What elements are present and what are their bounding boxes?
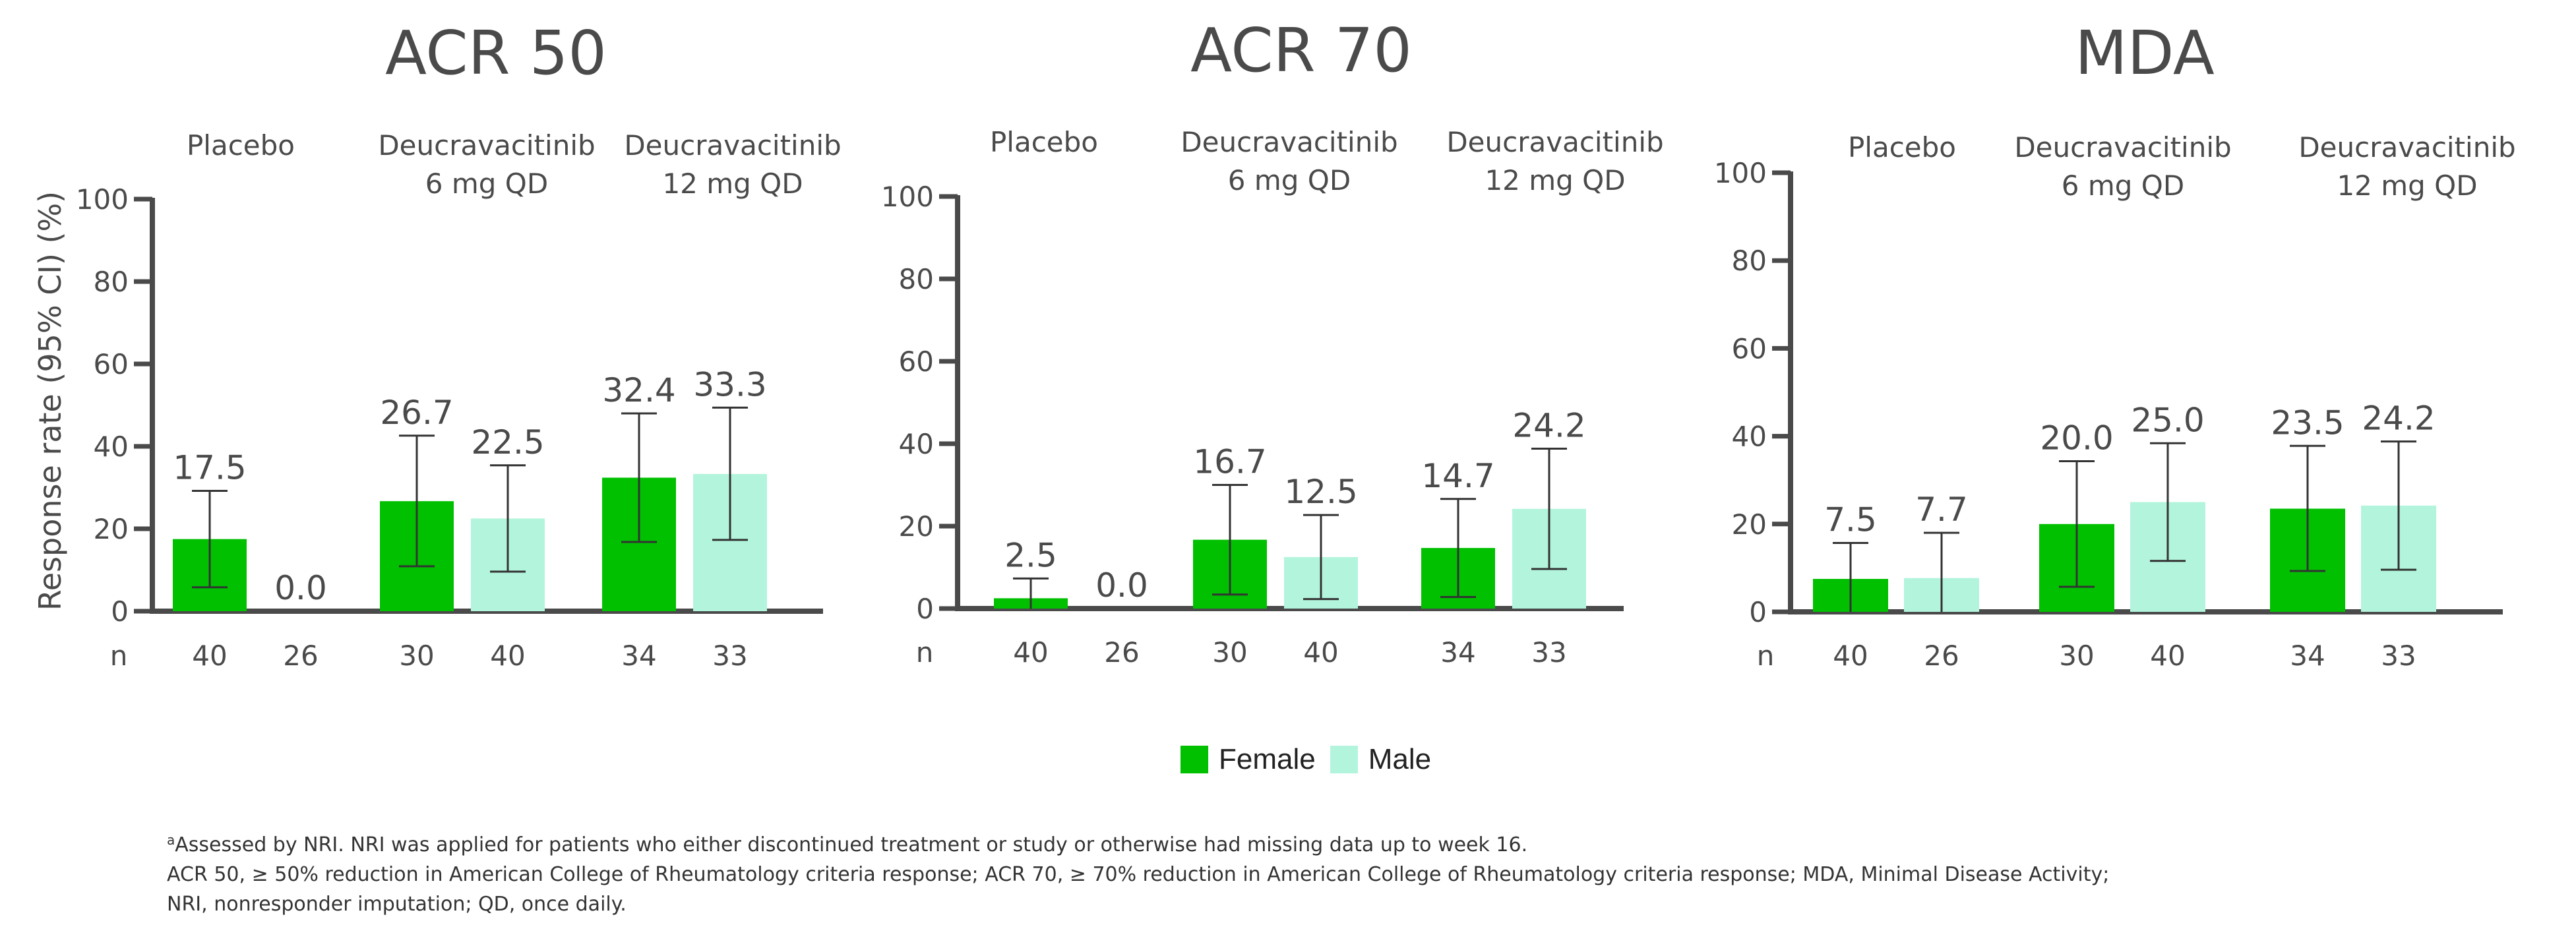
panel-3-data-label-female-1: 7.5 (1824, 500, 1877, 539)
panel-2-n-value-male-3: 33 (1531, 636, 1566, 669)
panel-1-data-label-male-1: 0.0 (274, 569, 327, 607)
panel-2-data-label-female-3: 14.7 (1421, 457, 1494, 495)
panel-2-y-tick-label-80: 80 (899, 263, 934, 295)
panel-2-y-tick-label-100: 100 (881, 181, 934, 213)
panel-2-group-label-3-line-2: 12 mg QD (1485, 164, 1625, 196)
panel-3-data-label-male-1: 7.7 (1915, 491, 1968, 529)
panel-3-y-tick-label-20: 20 (1732, 508, 1767, 541)
panel-1-n-value-male-3: 33 (712, 640, 747, 672)
panel-1-n-value-female-1: 40 (192, 640, 227, 672)
panel-2-y-tick-label-20: 20 (899, 510, 934, 543)
footnote-superscript: a (167, 832, 175, 848)
legend-swatch-male (1330, 746, 1358, 773)
panel-2-data-label-male-1: 0.0 (1095, 566, 1148, 605)
panel-2-group-label-2-line-1: Deucravacitinib (1181, 126, 1397, 158)
panel-1-chart-title: ACR 50 (385, 18, 607, 88)
y-axis-label: Response rate (95% CI) (%) (32, 191, 68, 611)
panel-3-n-value-male-3: 33 (2381, 640, 2416, 672)
panel-3-n-value-female-3: 34 (2290, 640, 2325, 672)
panel-1-data-label-female-1: 17.5 (173, 449, 246, 487)
panel-1-n-value-female-2: 30 (399, 640, 434, 672)
panel-1-n-value-male-2: 40 (490, 640, 525, 672)
panel-3-n-value-female-1: 40 (1833, 640, 1868, 672)
panel-3-data-label-male-3: 24.2 (2362, 400, 2435, 438)
panel-1-n-value-male-1: 26 (283, 640, 318, 672)
panel-2-y-tick-label-0: 0 (916, 593, 934, 625)
panel-1-data-label-female-2: 26.7 (380, 394, 453, 432)
panel-2-n-value-female-1: 40 (1013, 636, 1048, 669)
panel-2-group-label-1-line-1: Placebo (990, 126, 1098, 158)
panel-1-n-label: n (110, 640, 128, 672)
panel-3-data-label-male-2: 25.0 (2131, 401, 2204, 439)
panel-1-y-tick-label-20: 20 (94, 513, 129, 545)
legend-label-female: Female (1219, 743, 1316, 775)
panel-3-y-tick-label-80: 80 (1732, 245, 1767, 277)
panel-2-n-value-female-3: 34 (1440, 636, 1475, 669)
panel-3-y-tick-label-60: 60 (1732, 332, 1767, 365)
panel-2-n-label: n (916, 636, 934, 669)
legend-item-male: Male (1330, 743, 1431, 776)
legend: Female Male (1181, 743, 1446, 776)
panel-1-y-tick-label-0: 0 (111, 595, 129, 628)
panel-3-chart-title: MDA (2075, 18, 2215, 88)
panel-3-group-label-2-line-2: 6 mg QD (2062, 169, 2184, 202)
panel-2-n-value-female-2: 30 (1212, 636, 1247, 669)
panel-3-data-label-female-3: 23.5 (2271, 404, 2344, 442)
panel-1-n-value-female-3: 34 (621, 640, 656, 672)
panel-1-data-label-female-3: 32.4 (602, 371, 675, 409)
panel-1-y-tick-label-80: 80 (94, 266, 129, 298)
panel-2-n-value-male-1: 26 (1104, 636, 1139, 669)
panel-3-group-label-3-line-1: Deucravacitinib (2298, 131, 2515, 164)
panel-3-group-label-3-line-2: 12 mg QD (2337, 169, 2477, 202)
panel-1-group-label-2-line-2: 6 mg QD (425, 167, 548, 200)
panel-1-data-label-male-2: 22.5 (471, 423, 544, 462)
panel-1-y-tick-label-100: 100 (76, 183, 129, 216)
panel-3-n-value-male-1: 26 (1924, 640, 1959, 672)
panel-1-group-label-3-line-1: Deucravacitinib (624, 129, 841, 162)
panel-3-group-label-1-line-1: Placebo (1848, 131, 1956, 164)
footnote-line-3: NRI, nonresponder imputation; QD, once d… (167, 893, 627, 916)
panel-1-group-label-2-line-1: Deucravacitinib (378, 129, 595, 162)
panel-2-data-label-female-1: 2.5 (1004, 536, 1057, 574)
panel-1-y-tick-label-60: 60 (94, 348, 129, 380)
panel-1-y-tick-label-40: 40 (94, 431, 129, 463)
panel-3-y-tick-label-40: 40 (1732, 421, 1767, 453)
panel-3-y-tick-label-100: 100 (1714, 157, 1767, 189)
panel-3-group-label-2-line-1: Deucravacitinib (2014, 131, 2231, 164)
footnote-line-2: ACR 50, ≥ 50% reduction in American Coll… (167, 863, 2110, 886)
legend-label-male: Male (1368, 743, 1432, 775)
panel-1-group-label-3-line-2: 12 mg QD (662, 167, 803, 200)
panel-3-n-label: n (1757, 640, 1775, 672)
legend-item-female: Female (1181, 743, 1316, 776)
panel-2-n-value-male-2: 40 (1303, 636, 1338, 669)
footnote-line-1: aAssessed by NRI. NRI was applied for pa… (167, 825, 2475, 860)
legend-swatch-female (1181, 746, 1208, 773)
panel-2-data-label-male-3: 24.2 (1512, 407, 1585, 445)
panel-2-y-tick-label-40: 40 (899, 428, 934, 460)
panel-2-group-label-3-line-1: Deucravacitinib (1446, 126, 1663, 158)
panel-2-y-tick-label-60: 60 (899, 345, 934, 378)
panel-3-y-tick-label-0: 0 (1749, 596, 1767, 628)
panel-1-data-label-male-3: 33.3 (693, 365, 766, 404)
panel-3-n-value-female-2: 30 (2059, 640, 2094, 672)
panel-2-data-label-male-2: 12.5 (1284, 473, 1357, 511)
panel-2-data-label-female-2: 16.7 (1193, 443, 1266, 481)
panel-2-chart-title: ACR 70 (1190, 15, 1412, 86)
footnotes: aAssessed by NRI. NRI was applied for pa… (167, 825, 2475, 919)
panel-3-data-label-female-2: 20.0 (2040, 419, 2113, 458)
panel-3-n-value-male-2: 40 (2150, 640, 2185, 672)
panel-1-group-label-1-line-1: Placebo (187, 129, 295, 162)
panel-2-group-label-2-line-2: 6 mg QD (1228, 164, 1351, 196)
footnote-text-1: Assessed by NRI. NRI was applied for pat… (175, 833, 1528, 856)
